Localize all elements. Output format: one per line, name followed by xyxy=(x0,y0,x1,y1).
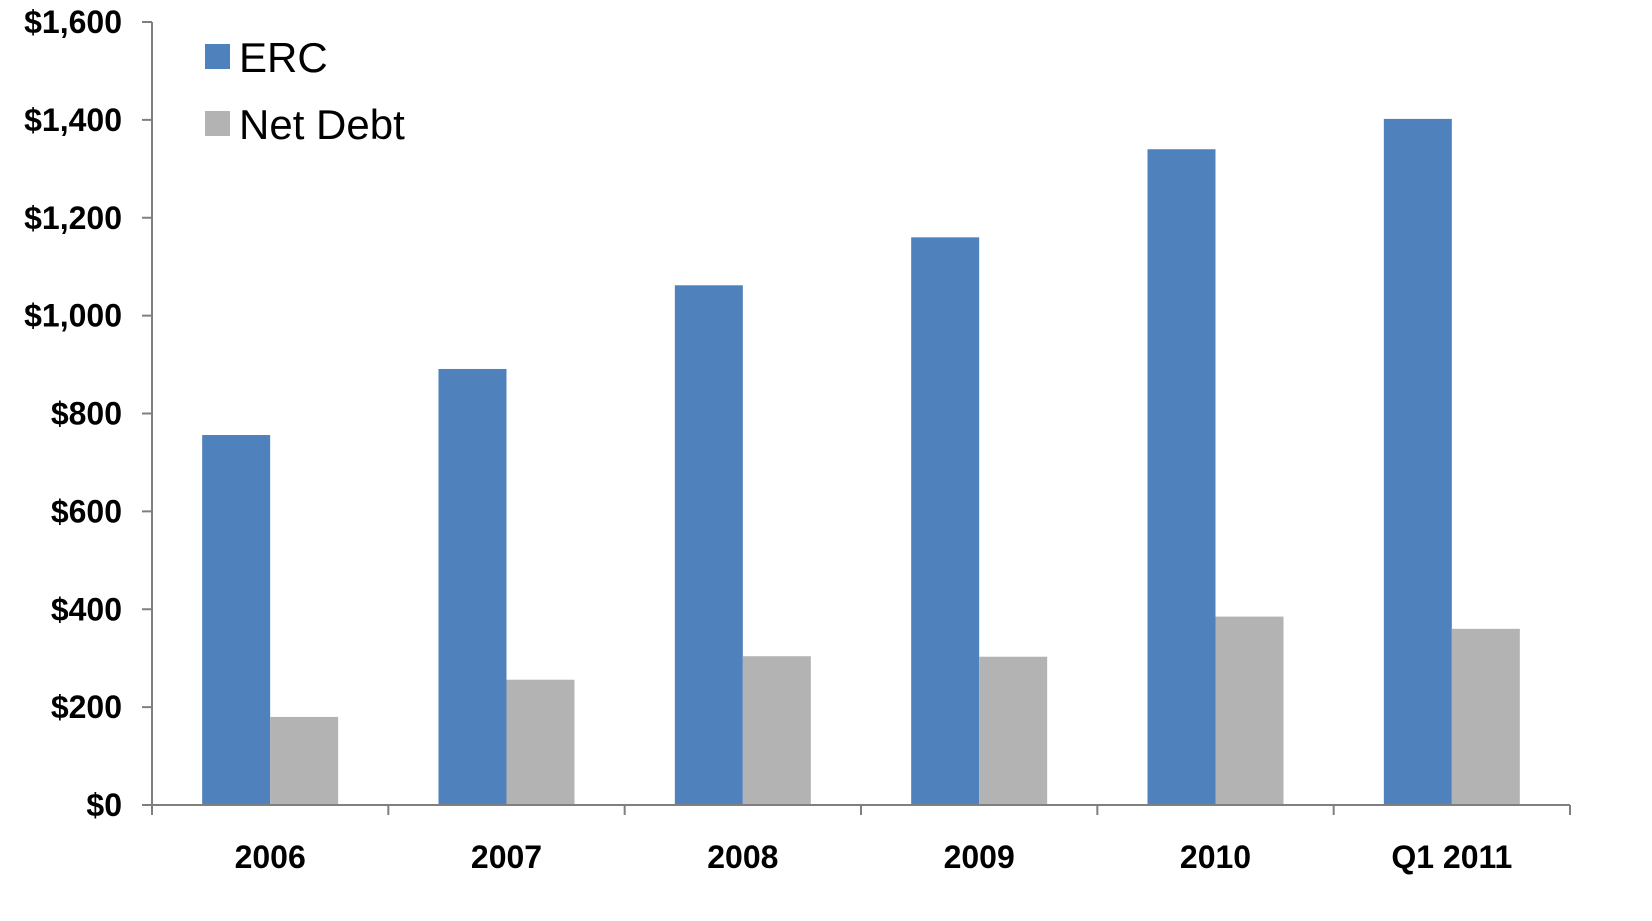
legend-swatch xyxy=(205,111,230,136)
y-tick-label: $800 xyxy=(51,396,122,432)
bar-erc xyxy=(1147,149,1216,806)
x-tick-label: 2006 xyxy=(235,839,306,875)
legend: ERC Net Debt xyxy=(205,34,405,148)
bar-net-debt xyxy=(979,656,1048,805)
y-tick-label: $0 xyxy=(86,787,122,823)
bar-net-debt xyxy=(1215,616,1284,805)
x-tick-label: 2009 xyxy=(944,839,1015,875)
bar-erc xyxy=(674,285,743,805)
bar-net-debt xyxy=(742,656,811,805)
y-tick-label: $600 xyxy=(51,493,122,529)
x-tick-label: 2010 xyxy=(1180,839,1251,875)
y-tick-label: $1,600 xyxy=(24,4,122,40)
y-axis: $0 $200 $400 $600 $800 $1,000 $1,200 $1,400 $1,6… xyxy=(24,4,153,823)
y-tick-label: $1,200 xyxy=(24,200,122,236)
bar-erc xyxy=(202,435,271,805)
x-tick-label: Q1 2011 xyxy=(1391,839,1512,875)
x-tick-label: 2007 xyxy=(471,839,542,875)
bar-erc xyxy=(911,237,980,805)
bar-erc xyxy=(1383,118,1452,806)
y-tick-label: $1,400 xyxy=(24,102,122,138)
x-axis: 2006 2007 2008 2009 2010 Q1 2011 xyxy=(151,804,1571,875)
legend-label: ERC xyxy=(239,34,328,81)
y-tick-label: $200 xyxy=(51,689,122,725)
bar-erc xyxy=(438,368,507,805)
bars xyxy=(202,118,1520,806)
bar-net-debt xyxy=(1451,628,1520,805)
legend-label: Net Debt xyxy=(239,101,405,148)
y-tick-label: $1,000 xyxy=(24,298,122,334)
bar-net-debt xyxy=(270,716,339,805)
legend-swatch xyxy=(205,44,230,69)
y-tick-label: $400 xyxy=(51,591,122,627)
x-tick-label: 2008 xyxy=(707,839,778,875)
bar-net-debt xyxy=(506,679,575,805)
